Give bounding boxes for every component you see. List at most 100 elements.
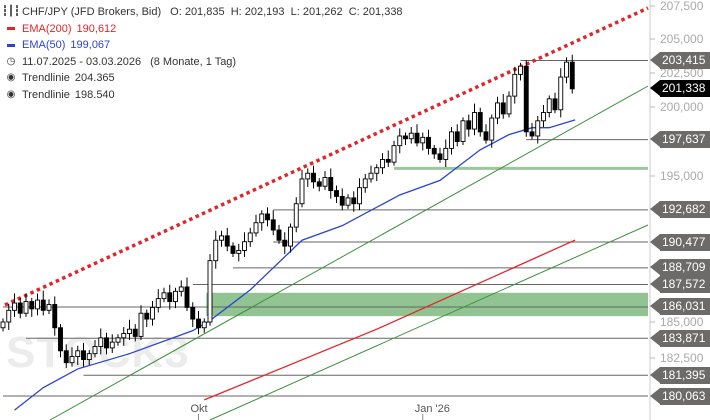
candle-up xyxy=(109,341,115,349)
candle-up xyxy=(408,132,414,140)
ohlc-values: O: 201,835 H: 202,193 L: 201,262 C: 201,… xyxy=(170,6,403,18)
x-tick-label: Okt xyxy=(190,403,208,415)
candle-down xyxy=(403,135,408,140)
level-price-label: 188,709 xyxy=(650,259,710,277)
candle-up xyxy=(23,301,29,314)
candle-up xyxy=(288,226,293,247)
candle-up xyxy=(121,333,127,339)
candle-up xyxy=(345,197,351,206)
candle-up xyxy=(518,65,523,75)
candle-down xyxy=(52,304,58,329)
candle-down xyxy=(569,61,575,90)
range-detail: (8 Monate, 1 Tag) xyxy=(150,55,237,68)
trendline-upper xyxy=(49,85,649,420)
candle-down xyxy=(190,306,196,320)
level-price-label: 197,637 xyxy=(650,131,710,149)
candle-down xyxy=(224,235,230,247)
ema200-value: 190,612 xyxy=(76,22,117,35)
symbol: CHF/JPY (JFD Brokers, Bid) xyxy=(22,6,162,18)
candle-up xyxy=(201,321,207,329)
candle-down xyxy=(63,350,69,364)
candle-down xyxy=(276,229,282,241)
y-tick-label: 205,000 xyxy=(660,32,704,46)
candle-down xyxy=(316,181,322,187)
candle-down xyxy=(477,112,483,133)
level-price-label: 192,682 xyxy=(650,201,710,219)
level-price-label: 190,477 xyxy=(650,233,710,251)
trend1-label: Trendlinie xyxy=(22,72,70,84)
candles-icon: ┇┃┇ xyxy=(1,6,21,17)
candle-up xyxy=(0,321,6,329)
candle-up xyxy=(242,241,247,251)
ema50-value: 199,067 xyxy=(70,39,111,51)
candle-down xyxy=(351,197,357,205)
candle-up xyxy=(368,172,374,180)
candle-up xyxy=(362,178,368,189)
candle-down xyxy=(431,147,437,155)
candle-up xyxy=(489,117,495,141)
candle-up xyxy=(178,286,184,292)
candle-up xyxy=(98,337,104,347)
candle-up xyxy=(449,131,454,149)
candle-up xyxy=(293,203,299,228)
level-price-label: 183,871 xyxy=(650,329,710,347)
y-tick-label: 195,000 xyxy=(660,169,704,183)
trendline-lower xyxy=(209,224,649,420)
candle-down xyxy=(483,131,489,141)
candle-up xyxy=(420,136,426,144)
candle-down xyxy=(385,158,391,163)
candle-up xyxy=(236,250,242,254)
candle-up xyxy=(564,61,569,78)
candle-down xyxy=(104,337,109,349)
candle-down xyxy=(426,136,431,149)
candle-up xyxy=(247,232,253,243)
candle-up xyxy=(75,350,81,358)
candle-up xyxy=(138,312,144,337)
y-tick-label: 202,500 xyxy=(660,66,704,80)
trend2-label: Trendlinie xyxy=(22,88,70,101)
candle-up xyxy=(86,353,92,361)
candle-down xyxy=(265,213,270,221)
y-tick-label: 207,500 xyxy=(660,0,704,13)
candle-down xyxy=(437,153,443,160)
candle-down xyxy=(454,131,460,142)
candle-up xyxy=(512,73,518,97)
candle-up xyxy=(546,98,552,113)
candle-down xyxy=(523,65,529,133)
candle-down xyxy=(167,292,173,303)
candle-down xyxy=(132,328,138,337)
date-range: 11.07.2025 - 03.03.2026 xyxy=(22,55,142,68)
level-price-label: 203,415 xyxy=(650,52,710,70)
candle-up xyxy=(6,309,12,323)
candle-up xyxy=(299,178,305,205)
clock-icon: ◷ xyxy=(6,55,16,67)
candle-up xyxy=(380,158,385,169)
ema50-label: EMA(50) xyxy=(22,39,66,51)
candle-down xyxy=(40,299,46,311)
candle-up xyxy=(253,222,259,234)
candle-down xyxy=(466,120,472,130)
candle-down xyxy=(552,98,558,111)
current-price-label: 201,338 xyxy=(650,80,710,98)
candle-down xyxy=(196,318,201,329)
candle-up xyxy=(391,145,397,163)
candle-up xyxy=(155,298,161,308)
y-tick-label: 200,000 xyxy=(660,100,704,114)
candle-up xyxy=(374,167,380,174)
target-icon: ◉ xyxy=(6,72,16,83)
x-tick-label: Jan '26 xyxy=(414,403,450,415)
candle-down xyxy=(328,177,334,192)
ema200-label: EMA(200) xyxy=(22,22,72,35)
candle-up xyxy=(35,299,40,310)
level-price-label: 180,063 xyxy=(650,387,710,405)
candle-up xyxy=(357,187,362,205)
candle-up xyxy=(115,337,121,343)
level-price-label: 186,031 xyxy=(650,298,710,316)
candle-down xyxy=(334,190,339,197)
candle-down xyxy=(270,219,276,231)
candle-up xyxy=(207,260,213,323)
candle-up xyxy=(161,292,167,300)
candle-up xyxy=(460,120,466,142)
